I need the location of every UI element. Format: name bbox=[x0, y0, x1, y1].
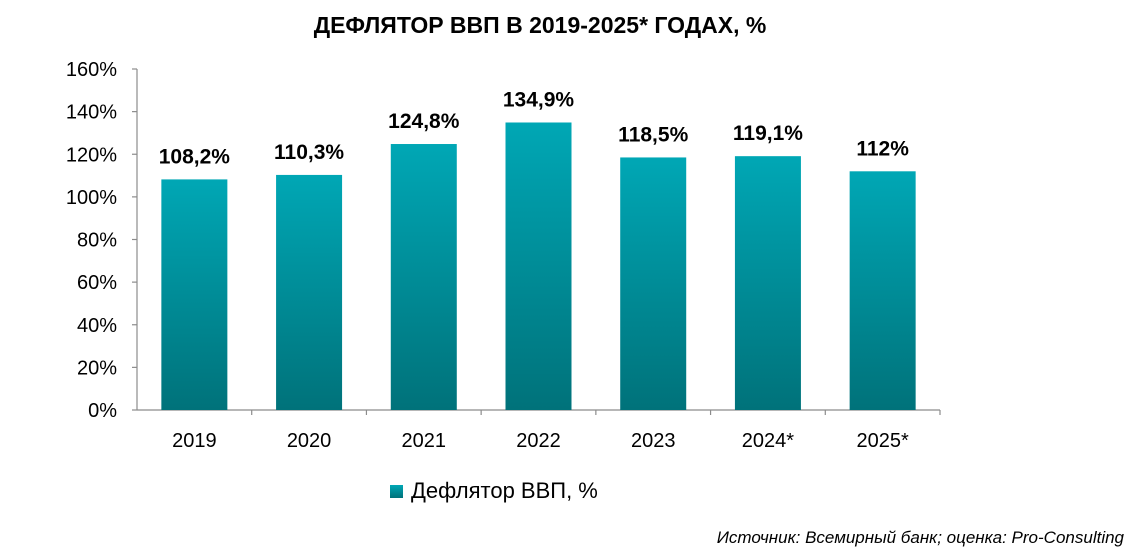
legend: Дефлятор ВВП, % bbox=[390, 478, 598, 504]
y-tick-label: 40% bbox=[77, 315, 117, 337]
data-label: 108,2% bbox=[159, 145, 231, 168]
y-tick-label: 120% bbox=[66, 144, 117, 166]
source-note: Источник: Всемирный банк; оценка: Pro-Co… bbox=[716, 528, 1124, 547]
chart-title: ДЕФЛЯТОР ВВП В 2019-2025* ГОДАХ, % bbox=[313, 12, 767, 38]
bar-chart: 0%20%40%60%80%100%120%140%160% 2019 2020 2… bbox=[66, 59, 941, 452]
x-tick-label: 2024* bbox=[742, 430, 794, 452]
bar-2020 bbox=[276, 174, 343, 410]
data-label: 112% bbox=[856, 137, 909, 160]
y-tick-label: 100% bbox=[66, 187, 117, 209]
data-label: 124,8% bbox=[388, 110, 460, 133]
x-tick-label: 2020 bbox=[287, 430, 332, 452]
x-tick-label: 2022 bbox=[516, 430, 561, 452]
x-tick-label: 2023 bbox=[631, 430, 676, 452]
data-label: 110,3% bbox=[274, 141, 344, 164]
x-tick-label: 2021 bbox=[402, 430, 447, 452]
y-tick-label: 160% bbox=[66, 59, 117, 81]
bar-2024-est bbox=[734, 156, 801, 410]
y-tick-label: 20% bbox=[77, 357, 117, 379]
data-label: 119,1% bbox=[733, 122, 803, 145]
y-tick-label: 140% bbox=[66, 102, 117, 124]
x-tick-label: 2025* bbox=[857, 430, 909, 452]
legend-label: Дефлятор ВВП, % bbox=[411, 478, 598, 503]
y-tick-label: 0% bbox=[88, 400, 117, 422]
y-tick-label: 80% bbox=[77, 230, 117, 252]
bar-2023 bbox=[620, 157, 687, 410]
data-label: 118,5% bbox=[618, 123, 688, 146]
y-axis: 0% 20% 40% 60% 80% 100% 120% 140% 160% bbox=[66, 59, 138, 422]
bars bbox=[161, 122, 916, 410]
x-axis: 2019 2020 2021 2022 2023 2024* 2025* bbox=[137, 409, 941, 452]
bar-2019 bbox=[161, 179, 228, 410]
x-tick-label: 2019 bbox=[172, 430, 217, 452]
legend-swatch bbox=[390, 484, 403, 498]
data-labels: 108,2% 110,3% 124,8% 134,9% 118,5% 119,1% 112% bbox=[159, 88, 910, 168]
y-tick-label: 60% bbox=[77, 272, 117, 294]
bar-2025-est bbox=[849, 171, 916, 410]
bar-2021 bbox=[390, 144, 457, 410]
bar-2022 bbox=[505, 122, 572, 410]
data-label: 134,9% bbox=[503, 88, 575, 111]
